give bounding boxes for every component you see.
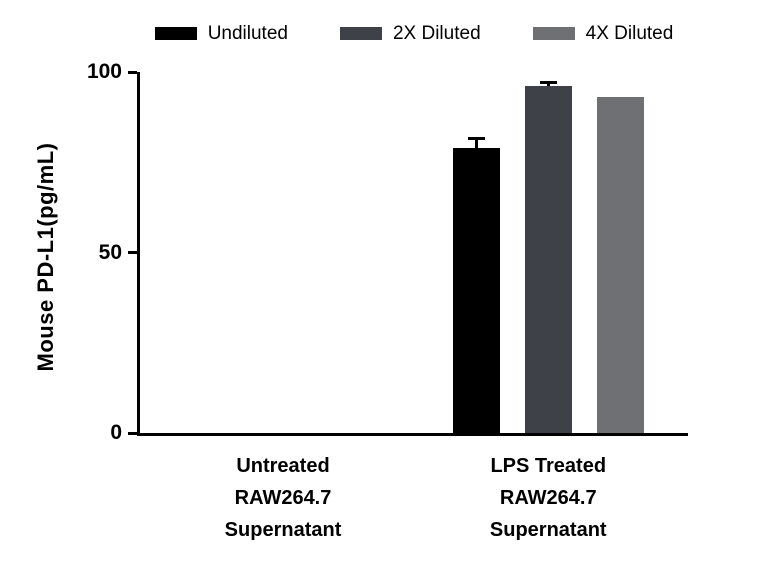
- bar-undiluted-lps-treated: [452, 147, 500, 433]
- y-tick-50: [128, 251, 137, 254]
- y-axis-line: [137, 72, 140, 436]
- bar-4x-diluted-lps-treated: [596, 97, 644, 433]
- legend-swatch-4x-diluted: [532, 27, 575, 40]
- legend-swatch-undiluted: [154, 27, 197, 40]
- x-axis-line: [137, 433, 688, 436]
- legend-item-undiluted: Undiluted: [154, 23, 288, 44]
- y-tick-label-50: 50: [98, 240, 122, 264]
- legend-item-2x-diluted: 2X Diluted: [339, 23, 481, 44]
- legend-label-2x-diluted: 2X Diluted: [392, 23, 481, 44]
- y-tick-100: [128, 70, 137, 74]
- y-tick-label-100: 100: [86, 60, 122, 83]
- error-bar-undiluted: [474, 136, 478, 148]
- error-bar-cap-2x-diluted: [539, 81, 557, 85]
- category-label-lps-treated: LPS Treated RAW264.7 Supernatant: [489, 455, 607, 541]
- legend: Undiluted 2X Diluted 4X Diluted: [140, 24, 688, 43]
- y-axis-title: Mouse PD-L1(pg/mL): [33, 142, 58, 372]
- legend-item-4x-diluted: 4X Diluted: [532, 23, 674, 44]
- legend-swatch-2x-diluted: [339, 27, 382, 40]
- plot-area: 0 50 100 Untreated RAW264.7 Supernatant LPS …: [87, 60, 688, 541]
- bar-2x-diluted-lps-treated: [524, 86, 572, 433]
- legend-label-undiluted: Undiluted: [207, 23, 288, 44]
- legend-label-4x-diluted: 4X Diluted: [585, 23, 674, 44]
- y-tick-label-0: 0: [110, 421, 122, 444]
- category-label-untreated: Untreated RAW264.7 Supernatant: [224, 455, 342, 541]
- error-bar-cap-undiluted: [467, 136, 485, 140]
- y-tick-0: [128, 431, 137, 435]
